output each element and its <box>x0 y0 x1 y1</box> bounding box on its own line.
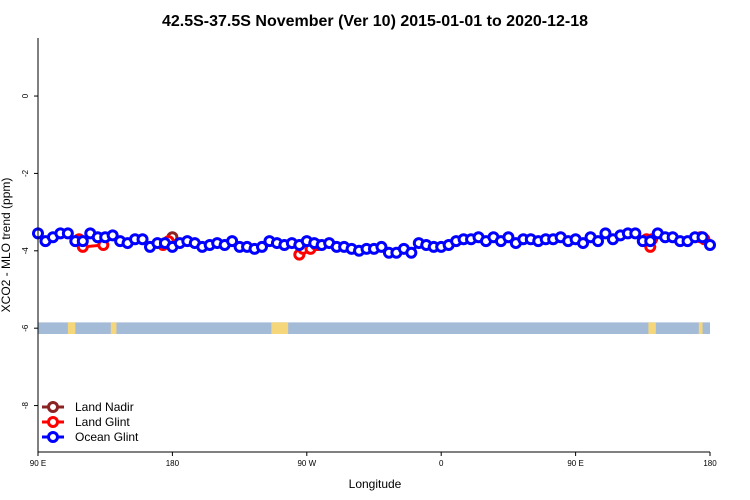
ocean-glint-point <box>76 235 89 248</box>
ocean-glint-point <box>599 227 612 240</box>
ocean-glint-point <box>375 240 388 253</box>
x-tick-label: 90 E <box>30 459 46 468</box>
ocean-glint-point <box>696 231 709 244</box>
ocean-glint-point <box>226 235 239 248</box>
legend-item-ocean-glint: Ocean Glint <box>42 430 139 444</box>
legend-label-land-glint: Land Glint <box>75 415 130 429</box>
x-ticks: 90 E 180 90 W 0 90 E 180 <box>30 452 717 468</box>
land-band-span <box>110 322 117 334</box>
y-ticks: 0 -2 -4 -6 -8 <box>21 93 38 409</box>
ocean-glint-point <box>136 233 149 246</box>
ocean-band <box>38 322 710 334</box>
ocean-glint-point <box>629 227 642 240</box>
land-band-span <box>271 322 289 334</box>
ocean-glint-point <box>502 231 515 244</box>
land-band-span <box>67 322 76 334</box>
x-tick-label: 90 W <box>297 459 316 468</box>
x-tick-label: 180 <box>166 459 180 468</box>
legend: Land Nadir Land Glint Ocean Glint <box>42 400 139 444</box>
ocean-glint-point <box>704 239 716 251</box>
x-tick-label: 180 <box>703 459 717 468</box>
x-tick-label: 90 E <box>567 459 583 468</box>
y-tick-label: -6 <box>21 324 30 332</box>
legend-item-land-glint: Land Glint <box>42 415 130 429</box>
legend-item-land-nadir: Land Nadir <box>42 400 134 414</box>
ocean-glint-point <box>61 227 74 240</box>
ocean-glint-point <box>577 237 590 250</box>
legend-label-land-nadir: Land Nadir <box>75 400 134 414</box>
land-band-span <box>648 322 656 334</box>
ocean-glint-point <box>256 240 268 253</box>
ocean-glint-point <box>592 235 604 248</box>
y-tick-label: 0 <box>21 93 30 98</box>
x-axis-label: Longitude <box>349 477 402 491</box>
ocean-glint-point <box>405 246 418 259</box>
x-tick-label: 0 <box>439 459 444 468</box>
y-axis-label: XCO2 - MLO trend (ppm) <box>0 178 13 313</box>
y-tick-label: -4 <box>21 247 30 255</box>
surface-band <box>38 322 710 334</box>
series-layer <box>32 227 716 261</box>
legend-label-ocean-glint: Ocean Glint <box>75 430 139 444</box>
y-tick-label: -8 <box>21 401 30 409</box>
y-tick-label: -2 <box>21 169 30 177</box>
ocean-glint-point <box>106 229 119 242</box>
chart-title: 42.5S-37.5S November (Ver 10) 2015-01-01… <box>162 13 588 30</box>
land-band-span <box>698 322 703 334</box>
ocean-glint-point <box>644 235 657 248</box>
